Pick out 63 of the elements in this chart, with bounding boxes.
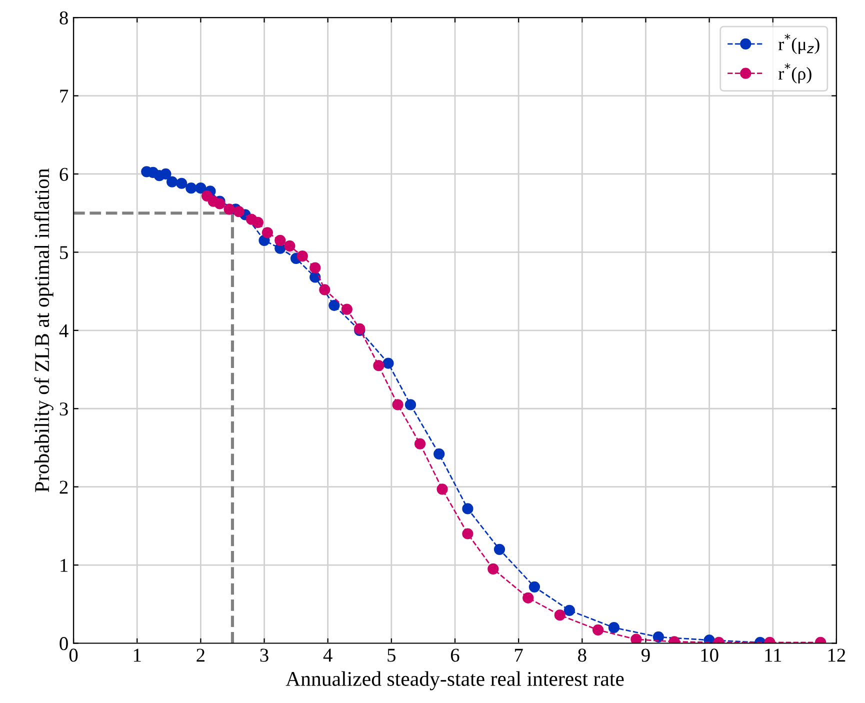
y-tick-label: 2 [60, 480, 68, 494]
point [214, 198, 226, 210]
point [296, 250, 308, 262]
x-tick-label: 7 [514, 648, 523, 662]
x-tick-label: 2 [196, 648, 204, 662]
point [284, 240, 296, 252]
y-tick-label: 1 [60, 558, 68, 572]
point [564, 604, 575, 616]
point [319, 284, 330, 296]
legend-label: r$^{*}$(ρ) [778, 63, 812, 84]
point [554, 610, 566, 621]
point [310, 262, 321, 274]
x-tick-label: 5 [388, 648, 396, 662]
point [652, 631, 664, 643]
point [522, 592, 534, 604]
point [608, 622, 620, 634]
point [494, 544, 506, 555]
point [373, 360, 384, 372]
x-tick-label: 6 [450, 648, 460, 662]
point [488, 563, 499, 575]
point [404, 399, 416, 410]
point [160, 168, 172, 180]
point [186, 182, 197, 194]
point [392, 399, 404, 410]
x-tick-label: 8 [578, 648, 586, 662]
y-tick-label: 6 [60, 168, 68, 181]
x-tick-label: 12 [828, 648, 846, 662]
point [341, 304, 352, 315]
point [166, 176, 178, 188]
y-tick-label: 0 [60, 637, 68, 650]
y-tick-label: 5 [60, 246, 68, 260]
x-tick-label: 10 [701, 648, 718, 662]
x-tick-label: 11 [765, 648, 782, 662]
point [704, 634, 715, 644]
point [195, 182, 206, 194]
y-tick-label: 8 [60, 11, 68, 25]
point [252, 216, 264, 228]
point [176, 178, 188, 189]
x-tick-label: 1 [134, 648, 141, 662]
y-tick-label: 3 [60, 402, 68, 416]
point [382, 358, 394, 369]
x-tick-label: 9 [641, 648, 650, 662]
x-tick-label: 3 [260, 648, 268, 662]
x-axis-title: Annualized steady-state real interest rate [286, 671, 624, 690]
y-tick-label: 4 [59, 324, 68, 338]
point [462, 528, 474, 540]
point [436, 484, 448, 495]
x-tick-label: 0 [69, 648, 78, 662]
point [328, 300, 340, 311]
point [592, 624, 604, 636]
point [233, 206, 244, 218]
point [262, 227, 273, 238]
point [462, 503, 474, 514]
point [434, 448, 445, 460]
point [630, 634, 642, 644]
y-tick-label: 7 [60, 90, 68, 103]
point [414, 438, 426, 450]
x-tick-label: 4 [323, 648, 332, 662]
point [274, 234, 286, 246]
point [224, 204, 235, 215]
legend-label: r$^{*}$(μ$_{z}$) [778, 34, 820, 54]
y-axis-title: Probability of ZLB at optimal inflation [34, 168, 54, 492]
point [528, 581, 540, 592]
